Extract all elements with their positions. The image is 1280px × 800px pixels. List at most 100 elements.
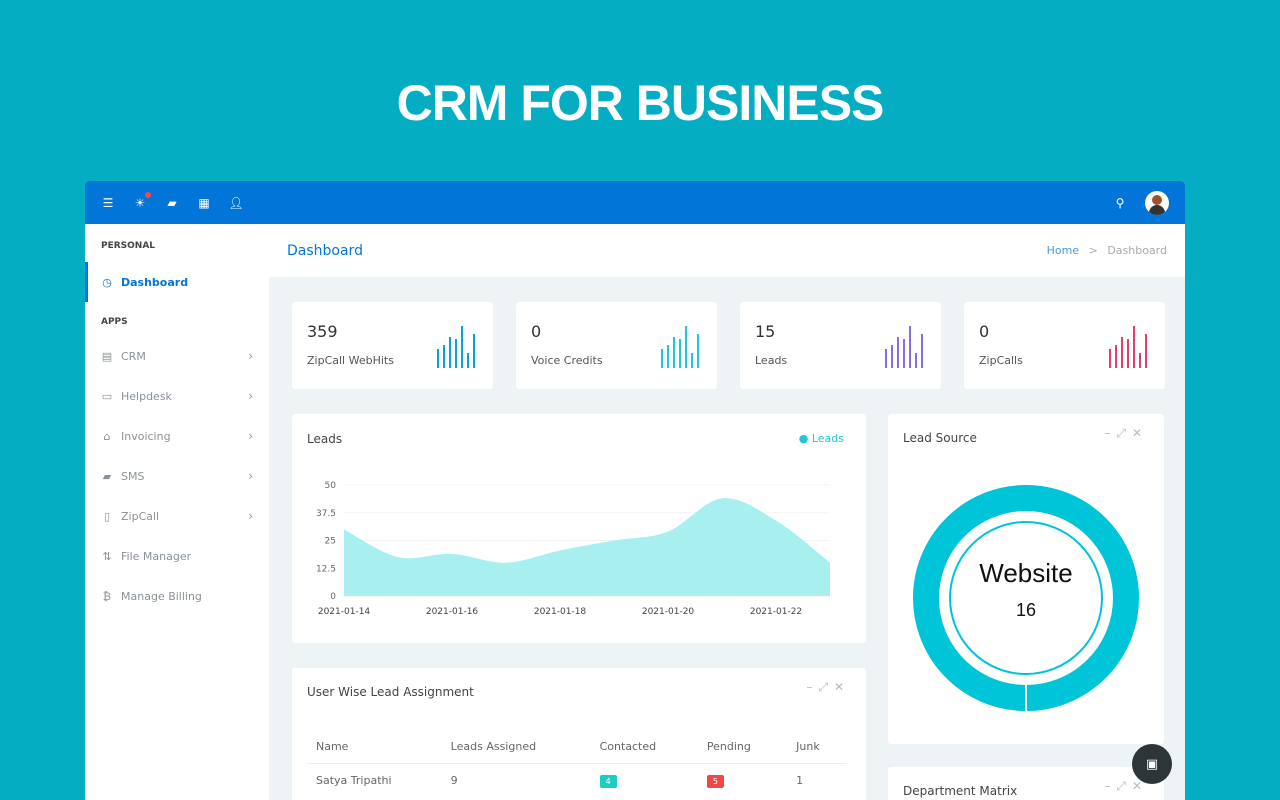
sidebar-item-label: File Manager xyxy=(121,549,192,563)
chevron-right-icon: › xyxy=(248,469,253,483)
sparkline-bar xyxy=(673,336,675,368)
chart-legend: ● Leads xyxy=(799,432,844,445)
card-title: Department Matrix xyxy=(903,784,1018,798)
note-icon: ▣ xyxy=(1145,756,1159,772)
card-controls[interactable]: –⤢✕ xyxy=(1104,426,1148,440)
sparkline-bar xyxy=(921,334,923,368)
sidebar-item-label: Helpdesk xyxy=(121,389,172,403)
breadcrumb: Home > Dashboard xyxy=(1047,244,1167,257)
sparkline xyxy=(885,326,925,368)
column-header: Junk xyxy=(787,730,847,764)
stat-label: Leads xyxy=(755,354,788,367)
card-title: Lead Source xyxy=(903,431,977,445)
column-header: Contacted xyxy=(590,730,698,764)
y-tick-label: 25 xyxy=(325,537,336,547)
chevron-right-icon: › xyxy=(248,429,253,443)
sidebar-item-label: Dashboard xyxy=(121,275,189,289)
y-tick-label: 50 xyxy=(325,481,337,491)
donut-label: Website xyxy=(979,558,1073,588)
assignment-table: Name Leads Assigned Contacted Pending Junk S… xyxy=(307,730,847,797)
sidebar-item-invoicing[interactable]: ⌂ Invoicing › xyxy=(85,416,269,456)
column-header: Leads Assigned xyxy=(441,730,591,764)
cell-name: Satya Tripathi xyxy=(316,774,392,787)
stat-value: 15 xyxy=(755,322,776,341)
stat-label: Voice Credits xyxy=(531,354,603,367)
sidebar: PERSONAL ◷ Dashboard APPS ▤ CRM › ▭ Helpdesk ›… xyxy=(85,224,269,800)
stat-value: 0 xyxy=(979,322,990,341)
sidebar-item-dashboard[interactable]: ◷ Dashboard xyxy=(85,262,269,302)
breadcrumb-home[interactable]: Home xyxy=(1046,244,1080,257)
stat-value: 0 xyxy=(531,322,542,341)
sun-icon[interactable]: ☀ xyxy=(133,191,151,210)
stat-value: 359 xyxy=(307,322,338,341)
donut-inner-ring xyxy=(949,521,1103,675)
legend-dot-icon: ● xyxy=(798,432,809,445)
card-controls[interactable]: –⤢✕ xyxy=(806,680,850,694)
cell-assigned: 9 xyxy=(450,774,458,787)
lead-source-card: Lead Source –⤢✕ Website 16 xyxy=(888,414,1164,744)
sparkline-bar xyxy=(467,353,469,368)
user-icon[interactable]: 👤︎ xyxy=(228,195,244,210)
chevron-right-icon: › xyxy=(248,349,253,363)
bitcoin-icon: ₿ xyxy=(102,589,112,603)
sparkline xyxy=(1109,326,1149,368)
y-tick-label: 37.5 xyxy=(316,509,336,519)
breadcrumb-current: Dashboard xyxy=(1107,244,1167,257)
sparkline-bar xyxy=(449,336,451,368)
leads-area-series xyxy=(344,498,830,596)
grid-icon[interactable]: ▦ xyxy=(198,195,210,210)
sidebar-item-helpdesk[interactable]: ▭ Helpdesk › xyxy=(85,376,269,416)
leads-chart-card: Leads ● Leads 0 12.5 25 37.5 50 2021-01-14 202… xyxy=(292,414,866,643)
sidebar-item-manage-billing[interactable]: ₿ Manage Billing xyxy=(85,576,269,616)
sidebar-item-sms[interactable]: ▰ SMS › xyxy=(85,456,269,496)
phone-icon: ▯ xyxy=(103,509,111,523)
chevron-right-icon: › xyxy=(248,389,253,403)
x-tick-label: 2021-01-20 xyxy=(642,607,695,617)
file-icon: ⇅ xyxy=(102,549,112,563)
sparkline xyxy=(661,326,701,368)
avatar[interactable] xyxy=(1145,190,1169,215)
sparkline xyxy=(437,326,477,368)
legend-label: Leads xyxy=(811,432,844,445)
sparkline-bar xyxy=(1109,349,1111,368)
sidebar-item-file-manager[interactable]: ⇅ File Manager xyxy=(85,536,269,576)
dashboard-icon: ◷ xyxy=(102,275,112,289)
search-icon[interactable]: ⚲ xyxy=(1115,195,1125,210)
pending-badge: 5 xyxy=(706,775,724,788)
assignment-card: User Wise Lead Assignment –⤢✕ Name Leads … xyxy=(292,668,866,800)
sparkline-bar xyxy=(679,339,681,368)
contact-icon: ▤ xyxy=(101,349,113,363)
sidebar-item-crm[interactable]: ▤ CRM › xyxy=(85,336,269,376)
donut-slice-website xyxy=(913,485,1139,711)
stat-label: ZipCalls xyxy=(979,354,1023,367)
chevron-right-icon: › xyxy=(248,509,253,523)
menu-icon[interactable]: ☰ xyxy=(102,195,114,210)
notification-dot xyxy=(145,191,151,198)
card-controls[interactable]: –⤢✕ xyxy=(1104,779,1148,793)
sparkline-bar xyxy=(661,349,663,368)
chat-icon[interactable]: ▰ xyxy=(167,195,177,210)
section-apps: APPS xyxy=(101,317,128,327)
stat-card: 0 Voice Credits xyxy=(516,302,717,389)
sidebar-item-label: Invoicing xyxy=(121,429,171,443)
contacted-badge: 4 xyxy=(599,775,617,788)
message-icon: ▰ xyxy=(102,469,112,483)
floating-action-button[interactable]: ▣ xyxy=(1132,744,1172,784)
sparkline-bar xyxy=(1133,326,1135,368)
bank-icon: ⌂ xyxy=(103,429,111,443)
sidebar-item-zipcall[interactable]: ▯ ZipCall › xyxy=(85,496,269,536)
sparkline-bar xyxy=(897,336,899,368)
x-tick-label: 2021-01-22 xyxy=(750,607,802,617)
monitor-icon: ▭ xyxy=(101,389,113,403)
x-tick-label: 2021-01-14 xyxy=(318,607,371,617)
sidebar-item-label: Manage Billing xyxy=(121,589,202,603)
sparkline-bar xyxy=(437,349,439,368)
x-tick-label: 2021-01-16 xyxy=(426,607,479,617)
stat-card: 359 ZipCall WebHits xyxy=(292,302,493,389)
lead-source-donut xyxy=(913,485,1139,714)
sparkline-bar xyxy=(891,344,893,368)
sparkline-bar xyxy=(1121,336,1123,368)
x-tick-label: 2021-01-18 xyxy=(534,607,587,617)
cell-junk: 1 xyxy=(796,774,804,787)
card-title: Leads xyxy=(307,432,343,446)
